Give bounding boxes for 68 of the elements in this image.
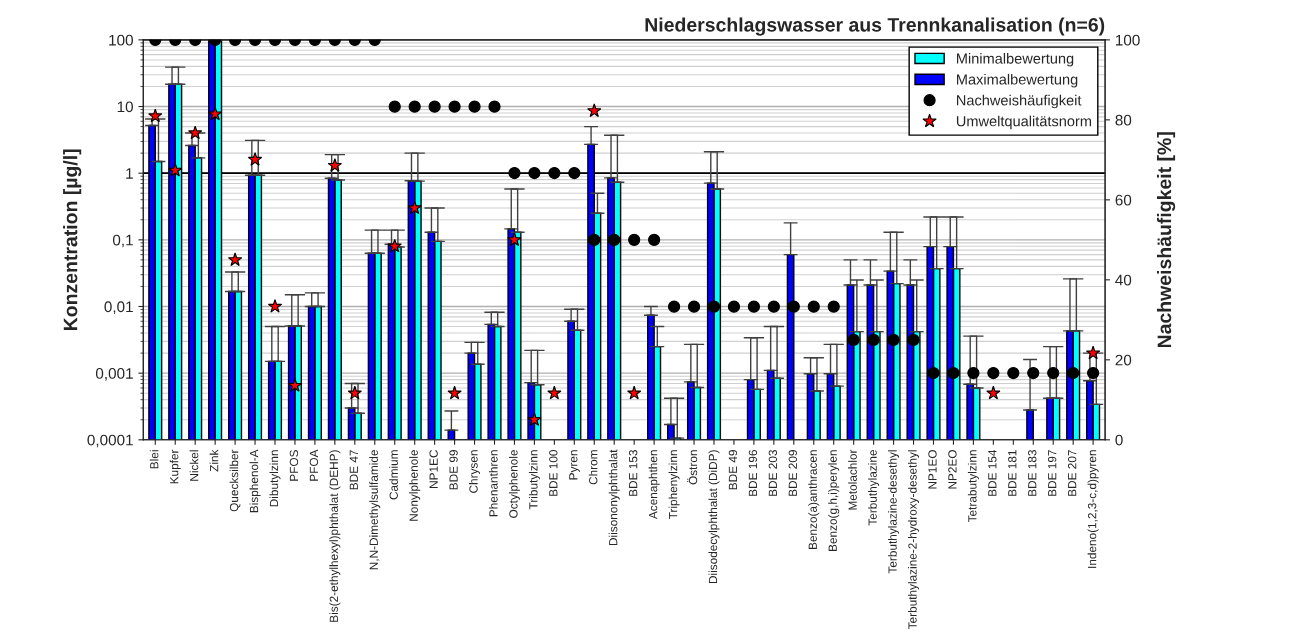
- x-tick-label: Bis(2-ethylhexyl)phthalat (DEHP): [329, 450, 341, 622]
- y-axis-title: Konzentration [µg/l]: [63, 149, 82, 330]
- x-tick-label: Pyren: [569, 450, 580, 480]
- x-tick-label: Chrysen: [469, 450, 481, 493]
- x-tick-label: BDE 49: [728, 450, 738, 490]
- chart-title: Niederschlagswasser aus Trennkanalisation (n=6): [645, 17, 1105, 36]
- y-tick-label: 0,01: [104, 301, 133, 314]
- y2-axis-title: Nachweishäufigkeit [%]: [1156, 132, 1176, 348]
- x-tick-label: Zink: [209, 449, 219, 472]
- x-tick-label: Tetrabutylzinn: [967, 450, 979, 523]
- x-tick-label: Tributylzinn: [528, 450, 540, 510]
- x-tick-label: Cadmium: [389, 450, 398, 500]
- legend-label: Minimalbewertung: [957, 52, 1074, 67]
- x-tick-label: BDE 207: [1067, 450, 1077, 496]
- x-tick-label: Diisodecylphthalat (DiDP): [708, 450, 720, 584]
- x-tick-label: PFOA: [309, 449, 319, 481]
- legend-label: Nachweishäufigkeit: [957, 94, 1082, 109]
- x-tick-label: Terbuthylazine: [868, 450, 880, 526]
- x-tick-label: Chrom: [588, 450, 598, 485]
- x-tick-label: Acenaphthen: [648, 450, 660, 520]
- x-tick-label: BDE 154: [988, 449, 997, 496]
- x-tick-label: Diisononylphthalat: [608, 449, 620, 546]
- x-tick-label: BDE 197: [1048, 450, 1057, 496]
- x-tick-label: NP2EO: [948, 450, 957, 489]
- x-tick-label: BDE 183: [1028, 450, 1037, 496]
- x-tick-label: BDE 153: [628, 450, 638, 496]
- x-tick-label: Phenanthren: [488, 450, 498, 517]
- x-tick-label: BDE 99: [449, 450, 458, 490]
- y2-tick-label: 60: [1115, 194, 1132, 206]
- x-tick-label: BDE 209: [788, 450, 797, 496]
- x-tick-label: Octylphenole: [508, 450, 520, 518]
- y-tick-label: 0,1: [112, 234, 133, 248]
- x-tick-label: Nonylphenole: [409, 450, 421, 521]
- x-tick-label: Indeno(1,2,3-c,d)pyren: [1087, 450, 1099, 568]
- x-tick-label: BDE 203: [768, 450, 778, 496]
- x-tick-label: BDE 47: [349, 450, 358, 490]
- x-tick-label: Benzo(a)anthracen: [808, 450, 820, 549]
- y2-tick-label: 0: [1115, 434, 1123, 446]
- x-tick-label: Quecksilber: [229, 449, 241, 512]
- x-tick-label: Kupfer: [169, 449, 181, 484]
- x-tick-label: Nickel: [189, 450, 199, 481]
- x-tick-label: Metolachlor: [848, 449, 857, 510]
- y2-tick-label: 80: [1115, 114, 1132, 126]
- x-tick-label: Terbuthylazine-2-hydroxy-desethyl: [908, 450, 920, 630]
- y-tick-label: 0,0001: [87, 434, 133, 448]
- x-tick-label: Triphenylzinn: [668, 450, 680, 520]
- y-tick-label: 1: [126, 168, 133, 179]
- x-tick-label: NP1EO: [928, 450, 937, 489]
- x-tick-label: Östron: [687, 450, 698, 485]
- x-tick-label: Terbuthylazine-desethyl: [888, 450, 900, 574]
- legend-label: Maximalbewertung: [957, 73, 1078, 88]
- x-tick-label: Benzo(g,h,i)perylen: [828, 450, 840, 551]
- x-tick-label: Dibutylzinn: [269, 450, 281, 507]
- x-tick-label: BDE 196: [748, 450, 758, 496]
- y-tick-label: 0,001: [95, 368, 133, 381]
- y-tick-label: 100: [109, 34, 133, 46]
- x-tick-label: BDE 100: [549, 449, 558, 496]
- x-tick-label: NP1EC: [429, 449, 438, 488]
- x-tick-label: BDE 181: [1008, 450, 1017, 496]
- x-tick-label: Bisphenol-A: [249, 449, 261, 513]
- x-tick-label: PFOS: [289, 450, 299, 481]
- y2-tick-label: 100: [1115, 34, 1140, 46]
- legend-label: Umweltqualitätsnorm: [956, 115, 1092, 130]
- y2-tick-label: 40: [1115, 274, 1132, 286]
- x-tick-label: N,N-Dimethylsulfamide: [369, 450, 381, 570]
- x-tick-label: Blei: [149, 450, 159, 469]
- y-tick-label: 10: [117, 101, 133, 113]
- y2-tick-label: 20: [1115, 354, 1132, 366]
